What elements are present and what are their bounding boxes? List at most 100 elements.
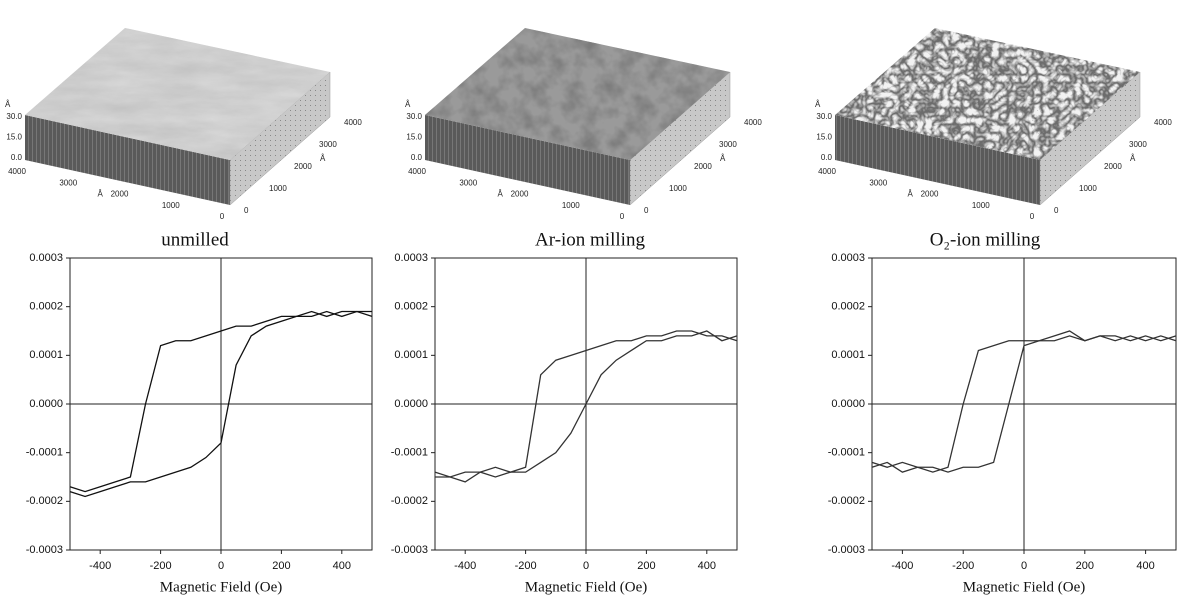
afm-x-tick: 2000	[511, 190, 529, 199]
afm-y-tick: 3000	[1129, 140, 1147, 149]
afm-z-tick: 15.0	[6, 133, 22, 142]
afm-unit: Å	[908, 190, 914, 199]
hysteresis-branch	[871, 335, 1177, 473]
y-tick-label: 0.0002	[394, 301, 428, 313]
afm-x-tick: 3000	[869, 178, 887, 187]
y-tick-label: 0.0002	[831, 301, 865, 313]
afm-front-face	[835, 115, 1040, 205]
afm-y-tick: 1000	[1079, 184, 1097, 193]
afm-unit: Å	[405, 100, 411, 109]
afm-front-face	[25, 115, 230, 205]
afm-surface	[425, 28, 730, 160]
afm-x-tick: 2000	[921, 190, 939, 199]
x-tick-label: 0	[218, 560, 224, 572]
x-tick-label: 400	[698, 560, 716, 572]
afm-y-tick: 4000	[344, 118, 362, 127]
y-tick-label: 0.0003	[29, 252, 63, 264]
afm-z-tick: 15.0	[816, 133, 832, 142]
afm-x-tick: 3000	[459, 178, 477, 187]
x-axis-label: Magnetic Field (Oe)	[525, 579, 647, 595]
afm-caption: Ar-ion milling	[535, 229, 645, 250]
afm-y-tick: 0	[644, 206, 649, 215]
afm-y-tick: 2000	[1104, 162, 1122, 171]
y-tick-label: -0.0002	[26, 495, 63, 507]
afm-unit: Å	[5, 100, 11, 109]
x-tick-label: 400	[1136, 560, 1154, 572]
x-tick-label: 0	[1021, 560, 1027, 572]
afm-y-tick: 2000	[294, 162, 312, 171]
y-tick-label: -0.0001	[26, 447, 63, 459]
afm-y-tick: 0	[1054, 206, 1059, 215]
afm-z-tick: 30.0	[6, 112, 22, 121]
afm-z-tick: 0.0	[411, 153, 423, 162]
hysteresis-branch	[871, 330, 1177, 473]
afm-y-tick: 3000	[719, 140, 737, 149]
x-axis-label: Magnetic Field (Oe)	[963, 579, 1085, 595]
y-tick-label: -0.0003	[391, 544, 428, 556]
afm-unit: Å	[498, 190, 504, 199]
hysteresis-branch	[69, 310, 372, 493]
afm-surface	[25, 28, 330, 160]
x-tick-label: -400	[89, 560, 111, 572]
y-tick-label: -0.0001	[828, 447, 865, 459]
y-tick-label: -0.0002	[828, 495, 865, 507]
y-tick-label: 0.0000	[29, 398, 63, 410]
afm-caption: O₂-ion milling	[930, 229, 1041, 250]
afm-z-tick: 30.0	[816, 112, 832, 121]
afm-unit: Å	[320, 154, 326, 163]
afm-x-tick: 2000	[111, 190, 129, 199]
afm-unit: Å	[815, 100, 821, 109]
afm-caption: unmilled	[161, 229, 229, 250]
afm-z-tick: 0.0	[821, 153, 833, 162]
afm-y-tick: 1000	[269, 184, 287, 193]
hysteresis-branch	[69, 310, 373, 498]
x-tick-label: 200	[637, 560, 655, 572]
afm-x-tick: 4000	[408, 167, 426, 176]
hysteresis-branch	[435, 330, 738, 483]
afm-y-tick: 4000	[744, 118, 762, 127]
x-tick-label: 400	[333, 560, 351, 572]
afm-y-tick: 3000	[319, 140, 337, 149]
afm-z-tick: 0.0	[11, 153, 23, 162]
y-tick-label: -0.0003	[26, 544, 63, 556]
y-tick-label: 0.0000	[394, 398, 428, 410]
afm-x-tick: 1000	[972, 201, 990, 210]
y-tick-label: -0.0002	[391, 495, 428, 507]
x-tick-label: 0	[583, 560, 589, 572]
afm-z-tick: 30.0	[406, 112, 422, 121]
afm-x-tick: 0	[620, 212, 625, 221]
x-tick-label: -200	[515, 560, 537, 572]
afm-y-tick: 4000	[1154, 118, 1172, 127]
y-tick-label: 0.0003	[394, 252, 428, 264]
afm-x-tick: 1000	[562, 201, 580, 210]
afm-unit: Å	[98, 190, 104, 199]
afm-z-tick: 15.0	[406, 133, 422, 142]
y-tick-label: 0.0001	[831, 349, 865, 361]
x-axis-label: Magnetic Field (Oe)	[160, 579, 282, 595]
y-tick-label: 0.0003	[831, 252, 865, 264]
x-tick-label: -200	[952, 560, 974, 572]
hysteresis-branch	[434, 330, 738, 478]
afm-unit: Å	[1130, 154, 1136, 163]
afm-side-face	[629, 71, 731, 206]
y-tick-label: 0.0001	[29, 349, 63, 361]
x-tick-label: -200	[150, 560, 172, 572]
afm-x-tick: 3000	[59, 178, 77, 187]
afm-x-tick: 4000	[818, 167, 836, 176]
afm-x-tick: 0	[220, 212, 225, 221]
y-tick-label: 0.0001	[394, 349, 428, 361]
afm-surface	[835, 28, 1140, 160]
afm-y-tick: 1000	[669, 184, 687, 193]
afm-y-tick: 2000	[694, 162, 712, 171]
afm-unit: Å	[720, 154, 726, 163]
afm-x-tick: 1000	[162, 201, 180, 210]
afm-front-face	[425, 115, 630, 205]
afm-y-tick: 0	[244, 206, 249, 215]
x-tick-label: 200	[272, 560, 290, 572]
y-tick-label: -0.0001	[391, 447, 428, 459]
afm-x-tick: 0	[1030, 212, 1035, 221]
x-tick-label: -400	[454, 560, 476, 572]
y-tick-label: 0.0000	[831, 398, 865, 410]
